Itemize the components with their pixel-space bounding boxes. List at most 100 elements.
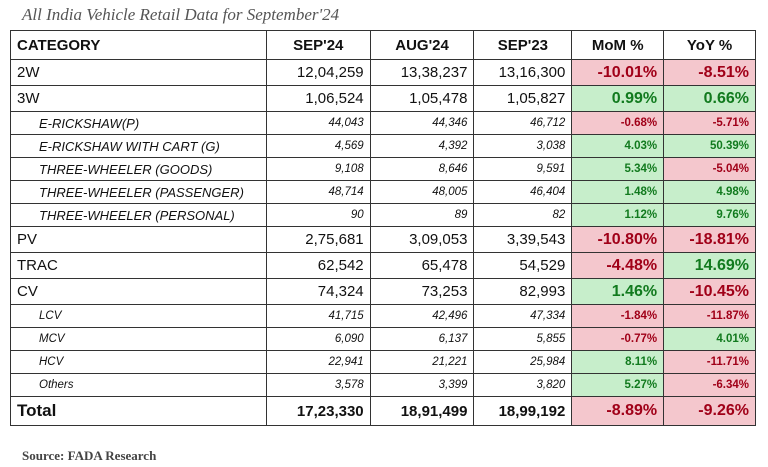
- mom-cell: -8.89%: [571, 396, 665, 426]
- category-row: 2W 12,04,259 13,38,237 13,16,300 -10.01% -8.5…: [10, 59, 756, 86]
- sep24-cell: 4,569: [265, 134, 371, 158]
- sep24-cell: 2,75,681: [265, 226, 371, 253]
- sep23-cell: 1,05,827: [473, 85, 573, 112]
- mom-cell: 4.03%: [571, 134, 665, 158]
- sep24-cell: 6,090: [265, 327, 371, 351]
- category-cell: PV: [10, 226, 267, 253]
- mom-cell: -10.80%: [571, 226, 665, 253]
- mom-cell: -10.01%: [571, 59, 665, 86]
- sub-category-row: E-RICKSHAW(P) 44,043 44,346 46,712 -0.68% -5.…: [10, 111, 756, 135]
- aug24-cell: 21,221: [369, 350, 475, 374]
- category-cell: MCV: [10, 327, 267, 351]
- header-aug24: AUG'24: [369, 30, 475, 60]
- sep23-cell: 13,16,300: [473, 59, 573, 86]
- mom-cell: 1.46%: [571, 278, 665, 305]
- sep23-cell: 47,334: [473, 304, 573, 328]
- sep24-cell: 17,23,330: [265, 396, 371, 426]
- sep23-cell: 3,820: [473, 373, 573, 397]
- sep24-cell: 90: [265, 203, 371, 227]
- category-cell: Total: [10, 396, 267, 426]
- sep23-cell: 9,591: [473, 157, 573, 181]
- yoy-cell: -10.45%: [663, 278, 756, 305]
- yoy-cell: -6.34%: [663, 373, 756, 397]
- sub-category-row: HCV 22,941 21,221 25,984 8.11% -11.71%: [10, 350, 756, 374]
- yoy-cell: -9.26%: [663, 396, 756, 426]
- sub-category-row: THREE-WHEELER (PERSONAL) 90 89 82 1.12% 9.76%: [10, 203, 756, 227]
- yoy-cell: -11.87%: [663, 304, 756, 328]
- sep23-cell: 46,712: [473, 111, 573, 135]
- yoy-cell: -11.71%: [663, 350, 756, 374]
- header-sep24: SEP'24: [265, 30, 371, 60]
- category-row: PV 2,75,681 3,09,053 3,39,543 -10.80% -18.81%: [10, 226, 756, 253]
- header-mom: MoM %: [571, 30, 665, 60]
- sub-category-row: THREE-WHEELER (GOODS) 9,108 8,646 9,591 5.34…: [10, 157, 756, 181]
- sub-category-row: LCV 41,715 42,496 47,334 -1.84% -11.87%: [10, 304, 756, 328]
- category-cell: THREE-WHEELER (PERSONAL): [10, 203, 267, 227]
- aug24-cell: 6,137: [369, 327, 475, 351]
- category-cell: TRAC: [10, 252, 267, 279]
- yoy-cell: -5.04%: [663, 157, 756, 181]
- sep23-cell: 3,39,543: [473, 226, 573, 253]
- aug24-cell: 48,005: [369, 180, 475, 204]
- aug24-cell: 42,496: [369, 304, 475, 328]
- category-cell: CV: [10, 278, 267, 305]
- aug24-cell: 1,05,478: [369, 85, 475, 112]
- category-row: TRAC 62,542 65,478 54,529 -4.48% 14.69%: [10, 252, 756, 279]
- sub-category-row: Others 3,578 3,399 3,820 5.27% -6.34%: [10, 373, 756, 397]
- aug24-cell: 3,399: [369, 373, 475, 397]
- aug24-cell: 13,38,237: [369, 59, 475, 86]
- header-yoy: YoY %: [663, 30, 756, 60]
- sub-category-row: THREE-WHEELER (PASSENGER) 48,714 48,005 46,…: [10, 180, 756, 204]
- sep24-cell: 48,714: [265, 180, 371, 204]
- category-cell: THREE-WHEELER (GOODS): [10, 157, 267, 181]
- aug24-cell: 18,91,499: [369, 396, 475, 426]
- mom-cell: -1.84%: [571, 304, 665, 328]
- sep24-cell: 3,578: [265, 373, 371, 397]
- source-note: Source: FADA Research: [22, 448, 157, 463]
- mom-cell: 0.99%: [571, 85, 665, 112]
- header-row: CATEGORY SEP'24 AUG'24 SEP'23 MoM % YoY …: [10, 30, 756, 60]
- sep24-cell: 74,324: [265, 278, 371, 305]
- yoy-cell: 9.76%: [663, 203, 756, 227]
- sub-category-row: E-RICKSHAW WITH CART (G) 4,569 4,392 3,038 4…: [10, 134, 756, 158]
- sep24-cell: 22,941: [265, 350, 371, 374]
- category-cell: Others: [10, 373, 267, 397]
- category-row: 3W 1,06,524 1,05,478 1,05,827 0.99% 0.66%: [10, 85, 756, 112]
- mom-cell: -0.77%: [571, 327, 665, 351]
- yoy-cell: 14.69%: [663, 252, 756, 279]
- mom-cell: 1.12%: [571, 203, 665, 227]
- category-cell: 3W: [10, 85, 267, 112]
- sep24-cell: 41,715: [265, 304, 371, 328]
- total-row: Total 17,23,330 18,91,499 18,99,192 -8.89% -9…: [10, 396, 756, 426]
- sub-category-row: MCV 6,090 6,137 5,855 -0.77% 4.01%: [10, 327, 756, 351]
- sep24-cell: 62,542: [265, 252, 371, 279]
- aug24-cell: 4,392: [369, 134, 475, 158]
- category-cell: 2W: [10, 59, 267, 86]
- yoy-cell: 0.66%: [663, 85, 756, 112]
- table-title: All India Vehicle Retail Data for Septem…: [22, 5, 340, 24]
- yoy-cell: 4.98%: [663, 180, 756, 204]
- aug24-cell: 89: [369, 203, 475, 227]
- aug24-cell: 44,346: [369, 111, 475, 135]
- yoy-cell: -18.81%: [663, 226, 756, 253]
- category-cell: E-RICKSHAW(P): [10, 111, 267, 135]
- mom-cell: 8.11%: [571, 350, 665, 374]
- sep24-cell: 1,06,524: [265, 85, 371, 112]
- sep23-cell: 54,529: [473, 252, 573, 279]
- category-cell: THREE-WHEELER (PASSENGER): [10, 180, 267, 204]
- sep23-cell: 82,993: [473, 278, 573, 305]
- aug24-cell: 73,253: [369, 278, 475, 305]
- header-sep23: SEP'23: [473, 30, 573, 60]
- aug24-cell: 8,646: [369, 157, 475, 181]
- yoy-cell: 4.01%: [663, 327, 756, 351]
- mom-cell: 1.48%: [571, 180, 665, 204]
- category-cell: HCV: [10, 350, 267, 374]
- sep23-cell: 5,855: [473, 327, 573, 351]
- yoy-cell: -5.71%: [663, 111, 756, 135]
- sep23-cell: 18,99,192: [473, 396, 573, 426]
- category-cell: LCV: [10, 304, 267, 328]
- aug24-cell: 65,478: [369, 252, 475, 279]
- category-row: CV 74,324 73,253 82,993 1.46% -10.45%: [10, 278, 756, 305]
- vehicle-retail-table: CATEGORY SEP'24 AUG'24 SEP'23 MoM % YoY …: [10, 30, 756, 426]
- sep23-cell: 25,984: [473, 350, 573, 374]
